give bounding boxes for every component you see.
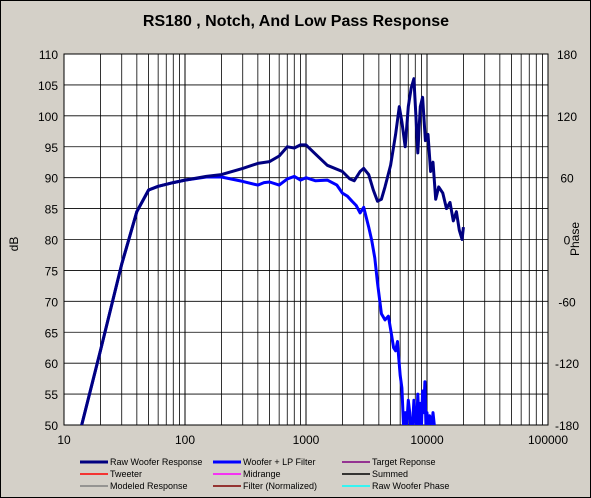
y-tick-label: 105 (38, 79, 58, 93)
legend: Raw Woofer Response Woofer + LP Filter Tar… (80, 457, 449, 491)
y2-tick-label: -180 (555, 419, 579, 433)
x-tick-label: 10 (57, 433, 71, 447)
y-tick-label: 75 (45, 264, 59, 278)
series-layer (80, 77, 465, 425)
legend-label: Target Reponse (372, 457, 436, 467)
y-tick-label: 80 (45, 234, 59, 248)
y2-tick-label: -120 (555, 357, 579, 371)
series-line (80, 77, 465, 425)
x-tick-label: 10000 (410, 433, 444, 447)
y2-tick-label: -60 (558, 295, 576, 309)
legend-label: Filter (Normalized) (243, 481, 317, 491)
x-tick-label: 100000 (528, 433, 568, 447)
y-tick-label: 100 (38, 110, 58, 124)
y2-axis-ticks: 180 120 60 0 -60 -120 -180 (555, 48, 579, 433)
y-tick-label: 110 (39, 48, 58, 62)
series-line (80, 174, 436, 425)
grid (63, 54, 548, 425)
x-tick-label: 100 (175, 433, 195, 447)
y2-tick-label: 60 (560, 172, 574, 186)
y-axis-label: dB (7, 237, 21, 252)
y-tick-label: 55 (45, 388, 59, 402)
y2-tick-label: 180 (557, 48, 577, 62)
y-axis-ticks: 110 105 100 95 90 85 80 75 70 65 60 55 50 (38, 48, 58, 433)
chart-title: RS180 , Notch, And Low Pass Response (143, 13, 449, 30)
y2-axis-label: Phase (568, 222, 582, 256)
y2-tick-label: 0 (564, 234, 571, 248)
y-tick-label: 50 (45, 419, 59, 433)
y-tick-label: 70 (45, 295, 59, 309)
legend-label: Midrange (243, 469, 281, 479)
y-tick-label: 90 (45, 172, 59, 186)
y-tick-label: 85 (45, 203, 59, 217)
legend-label: Raw Woofer Phase (372, 481, 449, 491)
legend-label: Summed (372, 469, 408, 479)
y2-tick-label: 120 (557, 110, 577, 124)
legend-label: Modeled Response (110, 481, 188, 491)
legend-label: Raw Woofer Response (110, 457, 202, 467)
y-tick-label: 60 (45, 357, 59, 371)
x-axis-ticks: 10 100 1000 10000 100000 (57, 433, 568, 447)
y-tick-label: 95 (45, 141, 59, 155)
x-tick-label: 1000 (293, 433, 320, 447)
legend-label: Woofer + LP Filter (243, 457, 315, 467)
legend-label: Tweeter (110, 469, 142, 479)
y-tick-label: 65 (45, 326, 59, 340)
